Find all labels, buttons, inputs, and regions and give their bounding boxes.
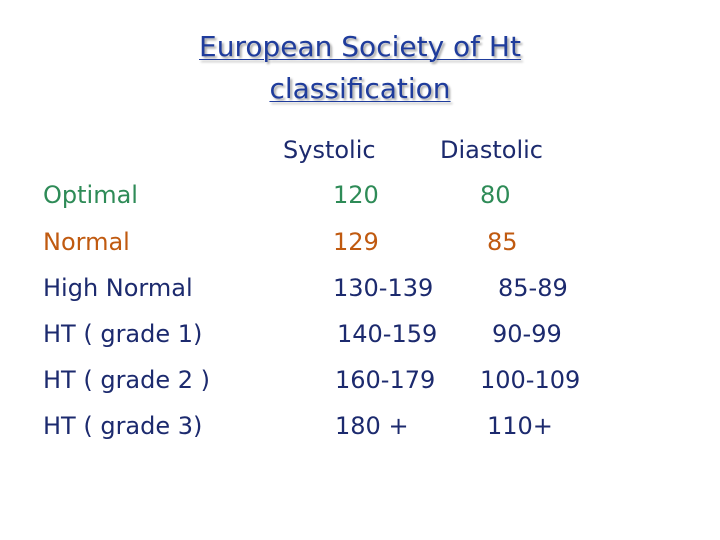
row-label-ht-grade-3: HT ( grade 3): [43, 412, 203, 440]
systolic-ht-grade-1: 140-159: [337, 320, 438, 348]
diastolic-high-normal: 85-89: [498, 274, 568, 302]
diastolic-ht-grade-1: 90-99: [492, 320, 562, 348]
systolic-high-normal: 130-139: [333, 274, 434, 302]
slide-title: European Society of Ht classification: [120, 26, 600, 110]
diastolic-normal: 85: [487, 228, 518, 256]
row-label-normal: Normal: [43, 228, 130, 256]
diastolic-ht-grade-3: 110+: [487, 412, 553, 440]
header-systolic: Systolic: [283, 136, 376, 164]
systolic-ht-grade-2: 160-179: [335, 366, 436, 394]
systolic-optimal: 120: [333, 181, 379, 209]
row-label-ht-grade-2: HT ( grade 2 ): [43, 366, 211, 394]
title-line-2: classification: [269, 72, 451, 105]
header-diastolic: Diastolic: [440, 136, 543, 164]
title-line-1: European Society of Ht: [199, 30, 521, 63]
row-label-ht-grade-1: HT ( grade 1): [43, 320, 203, 348]
systolic-ht-grade-3: 180 +: [335, 412, 409, 440]
row-label-high-normal: High Normal: [43, 274, 193, 302]
diastolic-ht-grade-2: 100-109: [480, 366, 581, 394]
systolic-normal: 129: [333, 228, 379, 256]
row-label-optimal: Optimal: [43, 181, 138, 209]
diastolic-optimal: 80: [480, 181, 511, 209]
